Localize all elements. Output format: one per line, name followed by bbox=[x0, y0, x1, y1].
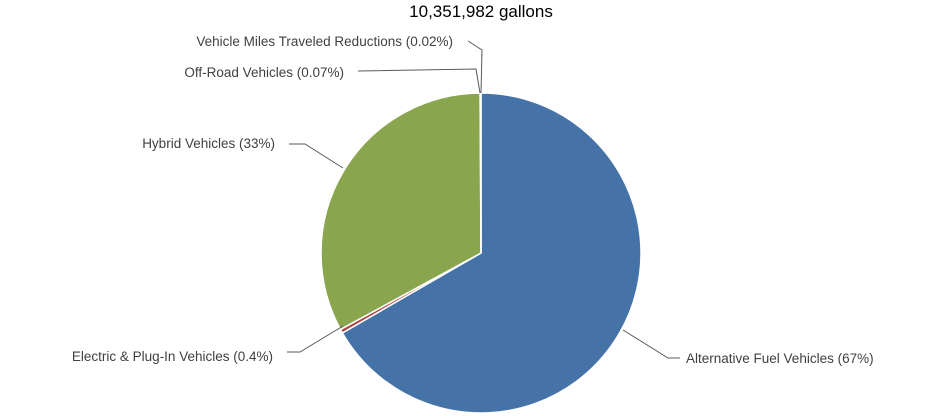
leader-line bbox=[357, 68, 481, 94]
slice-label: Alternative Fuel Vehicles (67%) bbox=[686, 351, 874, 366]
chart-title: 10,351,982 gallons bbox=[409, 2, 553, 21]
leader-line bbox=[289, 143, 344, 169]
slice-label: Off-Road Vehicles (0.07%) bbox=[184, 65, 344, 80]
pie-slice-alternative-fuel-vehicles bbox=[341, 92, 642, 414]
pie-slice-hybrid-vehicles bbox=[320, 92, 482, 331]
slice-label: Vehicle Miles Traveled Reductions (0.02%… bbox=[196, 34, 453, 49]
leader-line bbox=[622, 329, 680, 359]
leader-line bbox=[287, 325, 344, 353]
slice-label: Electric & Plug-In Vehicles (0.4%) bbox=[72, 349, 273, 364]
leader-line bbox=[467, 40, 483, 94]
slice-label: Hybrid Vehicles (33%) bbox=[142, 136, 275, 151]
leader-lines bbox=[287, 40, 680, 359]
slice-labels: Alternative Fuel Vehicles (67%) Electric … bbox=[72, 34, 874, 366]
pie-slices bbox=[320, 92, 642, 414]
